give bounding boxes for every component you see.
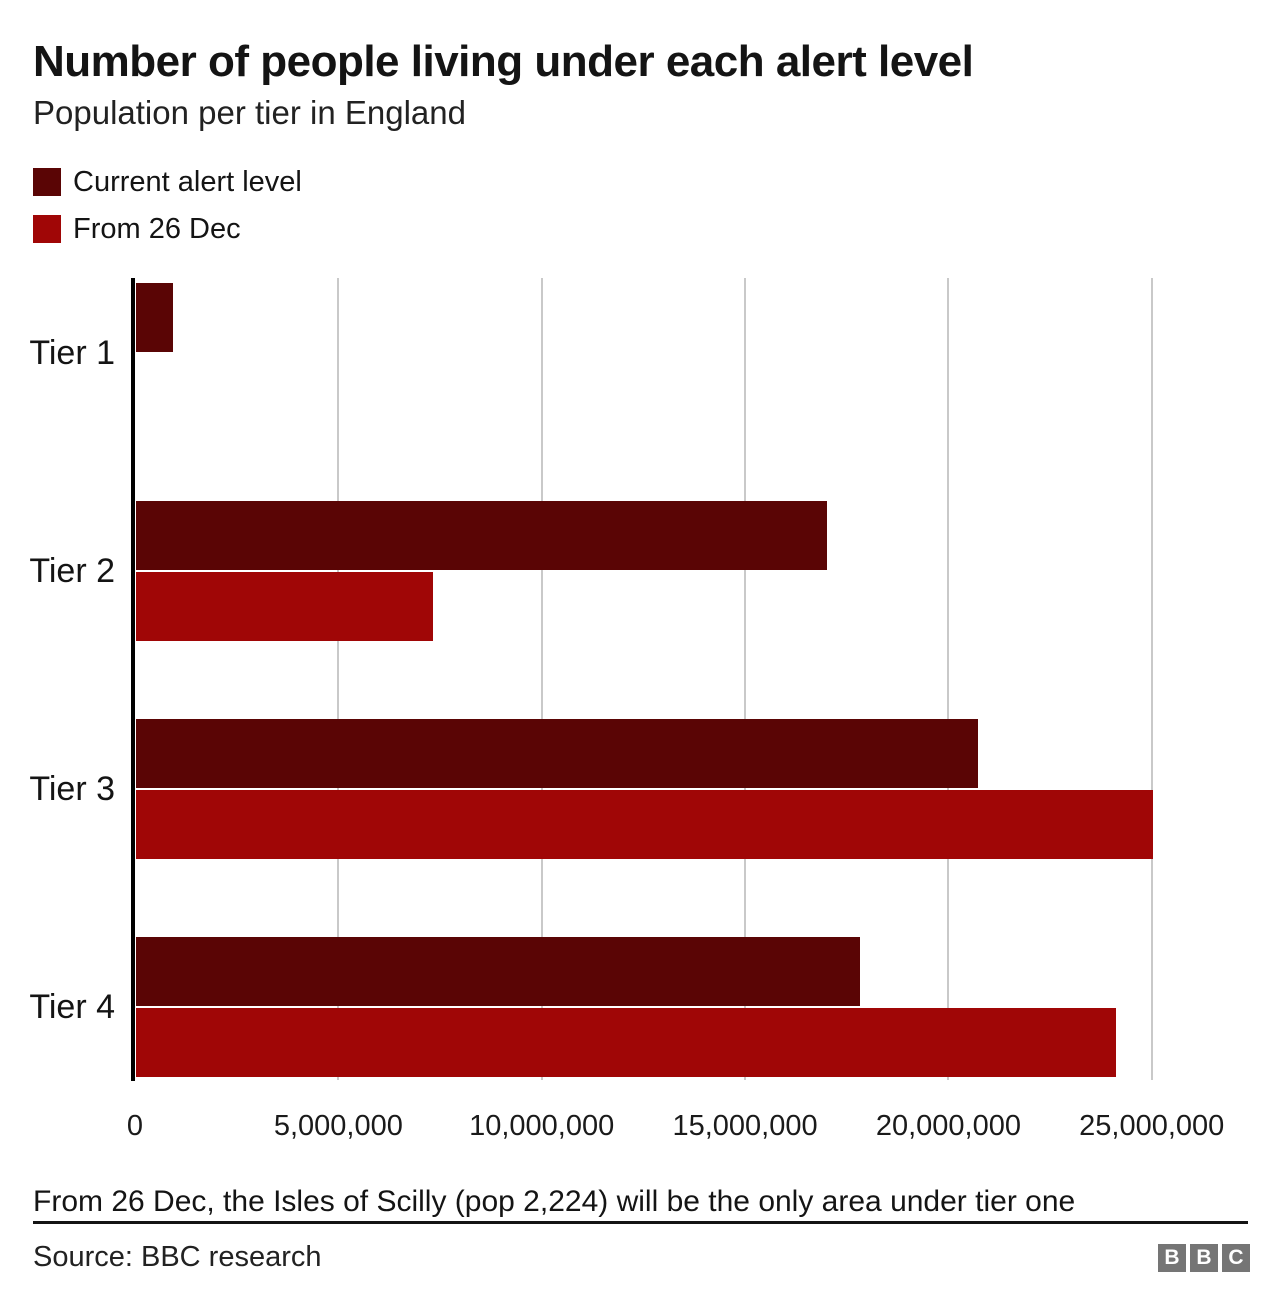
category-label-tier-1: Tier 1 — [29, 334, 115, 372]
footnote: From 26 Dec, the Isles of Scilly (pop 2,… — [33, 1185, 1076, 1218]
legend-swatch — [33, 215, 61, 243]
bar-tier-4-current-alert-level — [136, 937, 860, 1006]
y-axis-line — [131, 278, 135, 1081]
x-tick-label: 5,000,000 — [273, 1110, 403, 1142]
category-label-tier-4: Tier 4 — [29, 988, 115, 1026]
x-tick-label: 20,000,000 — [875, 1110, 1021, 1142]
gridline — [540, 278, 543, 1080]
gridline — [744, 278, 747, 1080]
chart-subtitle: Population per tier in England — [33, 94, 466, 131]
bar-tier-2-from-26-dec — [136, 572, 433, 641]
legend-label: Current alert level — [73, 165, 302, 198]
x-tick-label: 15,000,000 — [672, 1110, 818, 1142]
bar-tier-4-from-26-dec — [136, 1008, 1117, 1077]
plot-area — [135, 278, 1250, 1080]
x-tick-label: 0 — [126, 1110, 144, 1142]
legend-label: From 26 Dec — [73, 212, 241, 245]
x-tick-label: 25,000,000 — [1079, 1110, 1225, 1142]
category-label-tier-2: Tier 2 — [29, 552, 115, 590]
source-label: Source: BBC research — [33, 1241, 322, 1273]
legend-swatch — [33, 168, 61, 196]
legend-item-from-26-dec: From 26 Dec — [33, 212, 302, 245]
x-tick-label: 10,000,000 — [469, 1110, 615, 1142]
legend: Current alert level From 26 Dec — [33, 165, 302, 261]
category-label-tier-3: Tier 3 — [29, 770, 115, 808]
bar-tier-1-current-alert-level — [136, 283, 173, 352]
chart-title: Number of people living under each alert… — [33, 37, 974, 86]
gridline — [1150, 278, 1153, 1080]
gridline — [337, 278, 340, 1080]
bar-tier-3-current-alert-level — [136, 719, 978, 788]
bbc-logo-block: C — [1222, 1244, 1250, 1272]
bbc-logo-block: B — [1158, 1244, 1186, 1272]
gridline — [947, 278, 950, 1080]
x-axis: 0 5,000,000 10,000,000 15,000,000 20,000,000… — [127, 1108, 1250, 1144]
footer-divider — [33, 1221, 1248, 1224]
bar-tier-2-current-alert-level — [136, 501, 828, 570]
bbc-logo-block: B — [1190, 1244, 1218, 1272]
legend-item-current-alert-level: Current alert level — [33, 165, 302, 198]
bar-tier-3-from-26-dec — [136, 790, 1153, 859]
